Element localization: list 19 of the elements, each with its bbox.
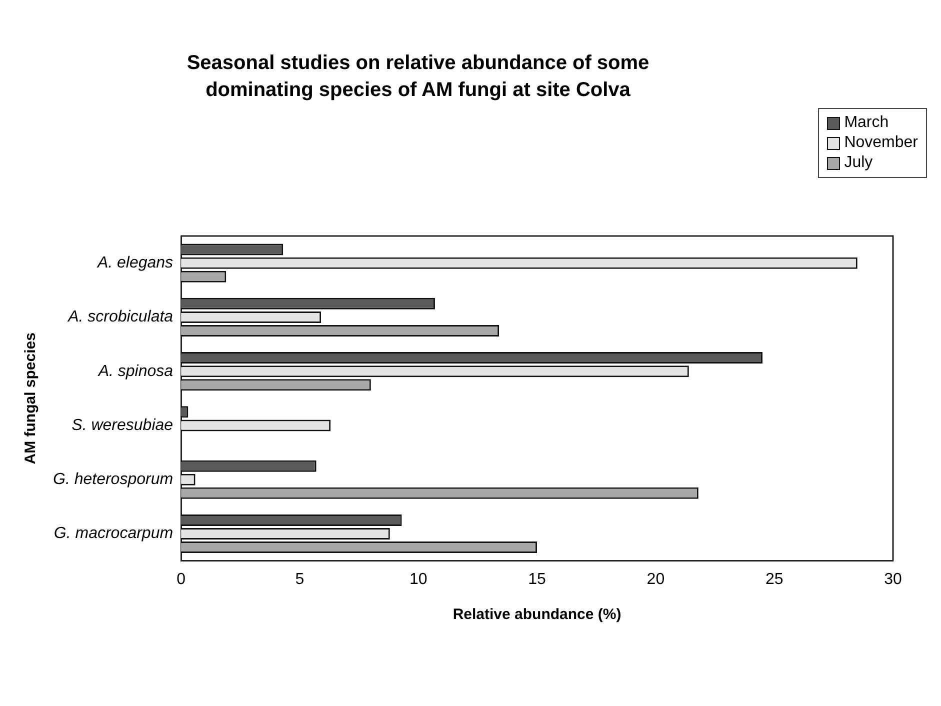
y-tick-label: S. weresubiae: [72, 416, 174, 434]
chart-title: Seasonal studies on relative abundance of some dominating species of AM fungi at site Colva: [186, 51, 650, 103]
x-axis-title: Relative abundance (%): [452, 606, 622, 624]
y-tick-label: A. scrobiculata: [67, 308, 174, 326]
legend-label: March: [844, 113, 889, 133]
x-tick-label: 25: [765, 570, 784, 588]
legend-label: November: [844, 133, 918, 153]
x-tick-label: 30: [884, 570, 902, 588]
y-axis-title: AM fungal species: [22, 332, 40, 464]
x-tick-label: 0: [176, 570, 186, 588]
y-tick-label: G. heterosporum: [52, 471, 174, 488]
x-tick-label: 20: [646, 570, 665, 588]
x-tick-label: 15: [528, 570, 546, 588]
legend-label: July: [844, 153, 873, 173]
y-tick-label: A. elegans: [96, 254, 174, 272]
x-tick-label: 5: [295, 570, 304, 588]
y-tick-label: A. spinosa: [97, 362, 174, 380]
x-tick-label: 10: [409, 570, 428, 588]
y-tick-label: G. macrocarpum: [54, 525, 174, 542]
